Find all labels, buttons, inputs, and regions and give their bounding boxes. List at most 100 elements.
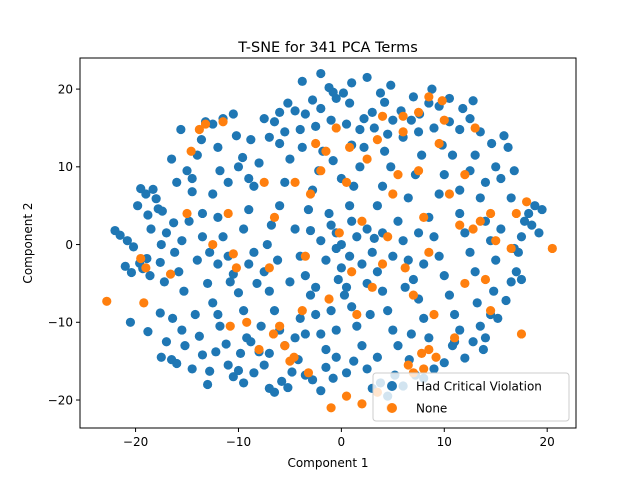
- scatter-point: [328, 156, 338, 166]
- scatter-point: [480, 333, 491, 343]
- scatter-point: [455, 325, 465, 335]
- scatter-point: [516, 232, 527, 242]
- scatter-point: [244, 204, 254, 215]
- scatter-point: [300, 109, 310, 119]
- scatter-point: [455, 185, 465, 195]
- scatter-point: [283, 98, 293, 108]
- scatter-point: [177, 325, 187, 335]
- scatter-point: [215, 166, 225, 176]
- scatter-point: [380, 146, 390, 156]
- scatter-point: [146, 224, 156, 234]
- scatter-point: [455, 124, 465, 135]
- scatter-point: [246, 135, 256, 145]
- scatter-point: [285, 277, 295, 287]
- scatter-point: [388, 325, 398, 335]
- x-tick-label: 10: [437, 435, 452, 449]
- scatter-point: [460, 278, 470, 289]
- scatter-point: [362, 154, 372, 164]
- scatter-point: [524, 208, 534, 219]
- scatter-point: [120, 261, 130, 271]
- scatter-point: [388, 251, 398, 261]
- scatter-point: [211, 347, 221, 357]
- scatter-point: [177, 236, 187, 246]
- scatter-point: [223, 177, 233, 187]
- scatter-point: [326, 115, 336, 125]
- scatter-point: [264, 132, 274, 142]
- scatter-point: [148, 184, 158, 194]
- scatter-point: [468, 337, 478, 347]
- scatter-point: [478, 344, 488, 355]
- scatter-point: [275, 138, 285, 149]
- scatter-point: [324, 82, 334, 93]
- scatter-point: [311, 121, 321, 131]
- scatter-point: [506, 243, 516, 254]
- scatter-point: [424, 92, 434, 102]
- scatter-point: [365, 309, 375, 320]
- scatter-point: [460, 170, 470, 180]
- scatter-point: [316, 236, 326, 246]
- scatter-point: [427, 84, 437, 94]
- y-tick-label: 10: [58, 160, 73, 174]
- x-tick-label: −20: [123, 435, 148, 449]
- scatter-point: [172, 177, 182, 187]
- scatter-point: [300, 251, 310, 261]
- scatter-point: [347, 78, 357, 88]
- scatter-point: [194, 124, 204, 135]
- scatter-point: [311, 138, 321, 149]
- legend-box: [372, 372, 570, 422]
- scatter-point: [386, 162, 396, 172]
- scatter-point: [338, 88, 349, 98]
- scatter-point: [235, 348, 246, 358]
- y-tick-label: 0: [65, 238, 73, 252]
- scatter-point: [237, 152, 248, 163]
- scatter-point: [303, 368, 314, 378]
- scatter-point: [357, 399, 367, 409]
- scatter-point: [231, 263, 242, 273]
- scatter-point: [367, 282, 377, 292]
- scatter-point: [372, 135, 382, 145]
- scatter-point: [303, 204, 314, 215]
- scatter-point: [455, 220, 465, 230]
- scatter-point: [341, 119, 352, 129]
- scatter-point: [297, 306, 307, 316]
- scatter-point: [367, 107, 377, 118]
- scatter-point: [321, 146, 331, 156]
- scatter-point: [228, 372, 238, 382]
- scatter-point: [352, 321, 362, 331]
- scatter-point: [406, 115, 416, 125]
- scatter-point: [534, 228, 544, 238]
- scatter-point: [355, 162, 365, 172]
- scatter-point: [192, 255, 202, 265]
- scatter-point: [139, 298, 149, 308]
- y-axis: −20 −10 0 10 20: [48, 82, 80, 407]
- scatter-point: [305, 189, 316, 199]
- scatter-point: [470, 150, 480, 160]
- legend-marker-none: [387, 403, 397, 413]
- scatter-point: [262, 239, 272, 250]
- scatter-point: [275, 107, 285, 118]
- scatter-point: [269, 117, 280, 127]
- scatter-point: [434, 251, 444, 261]
- scatter-point: [383, 306, 393, 316]
- scatter-point: [439, 115, 449, 125]
- chart-title: T-SNE for 341 PCA Terms: [237, 40, 418, 56]
- scatter-point: [141, 263, 151, 273]
- scatter-point: [168, 313, 178, 323]
- scatter-point: [398, 236, 408, 246]
- scatter-point: [437, 96, 447, 106]
- scatter-point: [228, 249, 238, 259]
- y-tick-label: −20: [48, 393, 73, 407]
- scatter-point: [269, 212, 280, 222]
- scatter-point: [289, 352, 299, 362]
- scatter-point: [485, 306, 496, 316]
- scatter-point: [472, 298, 482, 308]
- scatter-point: [328, 373, 338, 383]
- scatter-point: [424, 247, 434, 257]
- scatter-point: [400, 263, 410, 273]
- scatter-point: [347, 267, 357, 277]
- scatter-point: [161, 337, 172, 347]
- scatter-point: [424, 344, 434, 355]
- series-none: [102, 92, 557, 413]
- scatter-point: [359, 142, 369, 152]
